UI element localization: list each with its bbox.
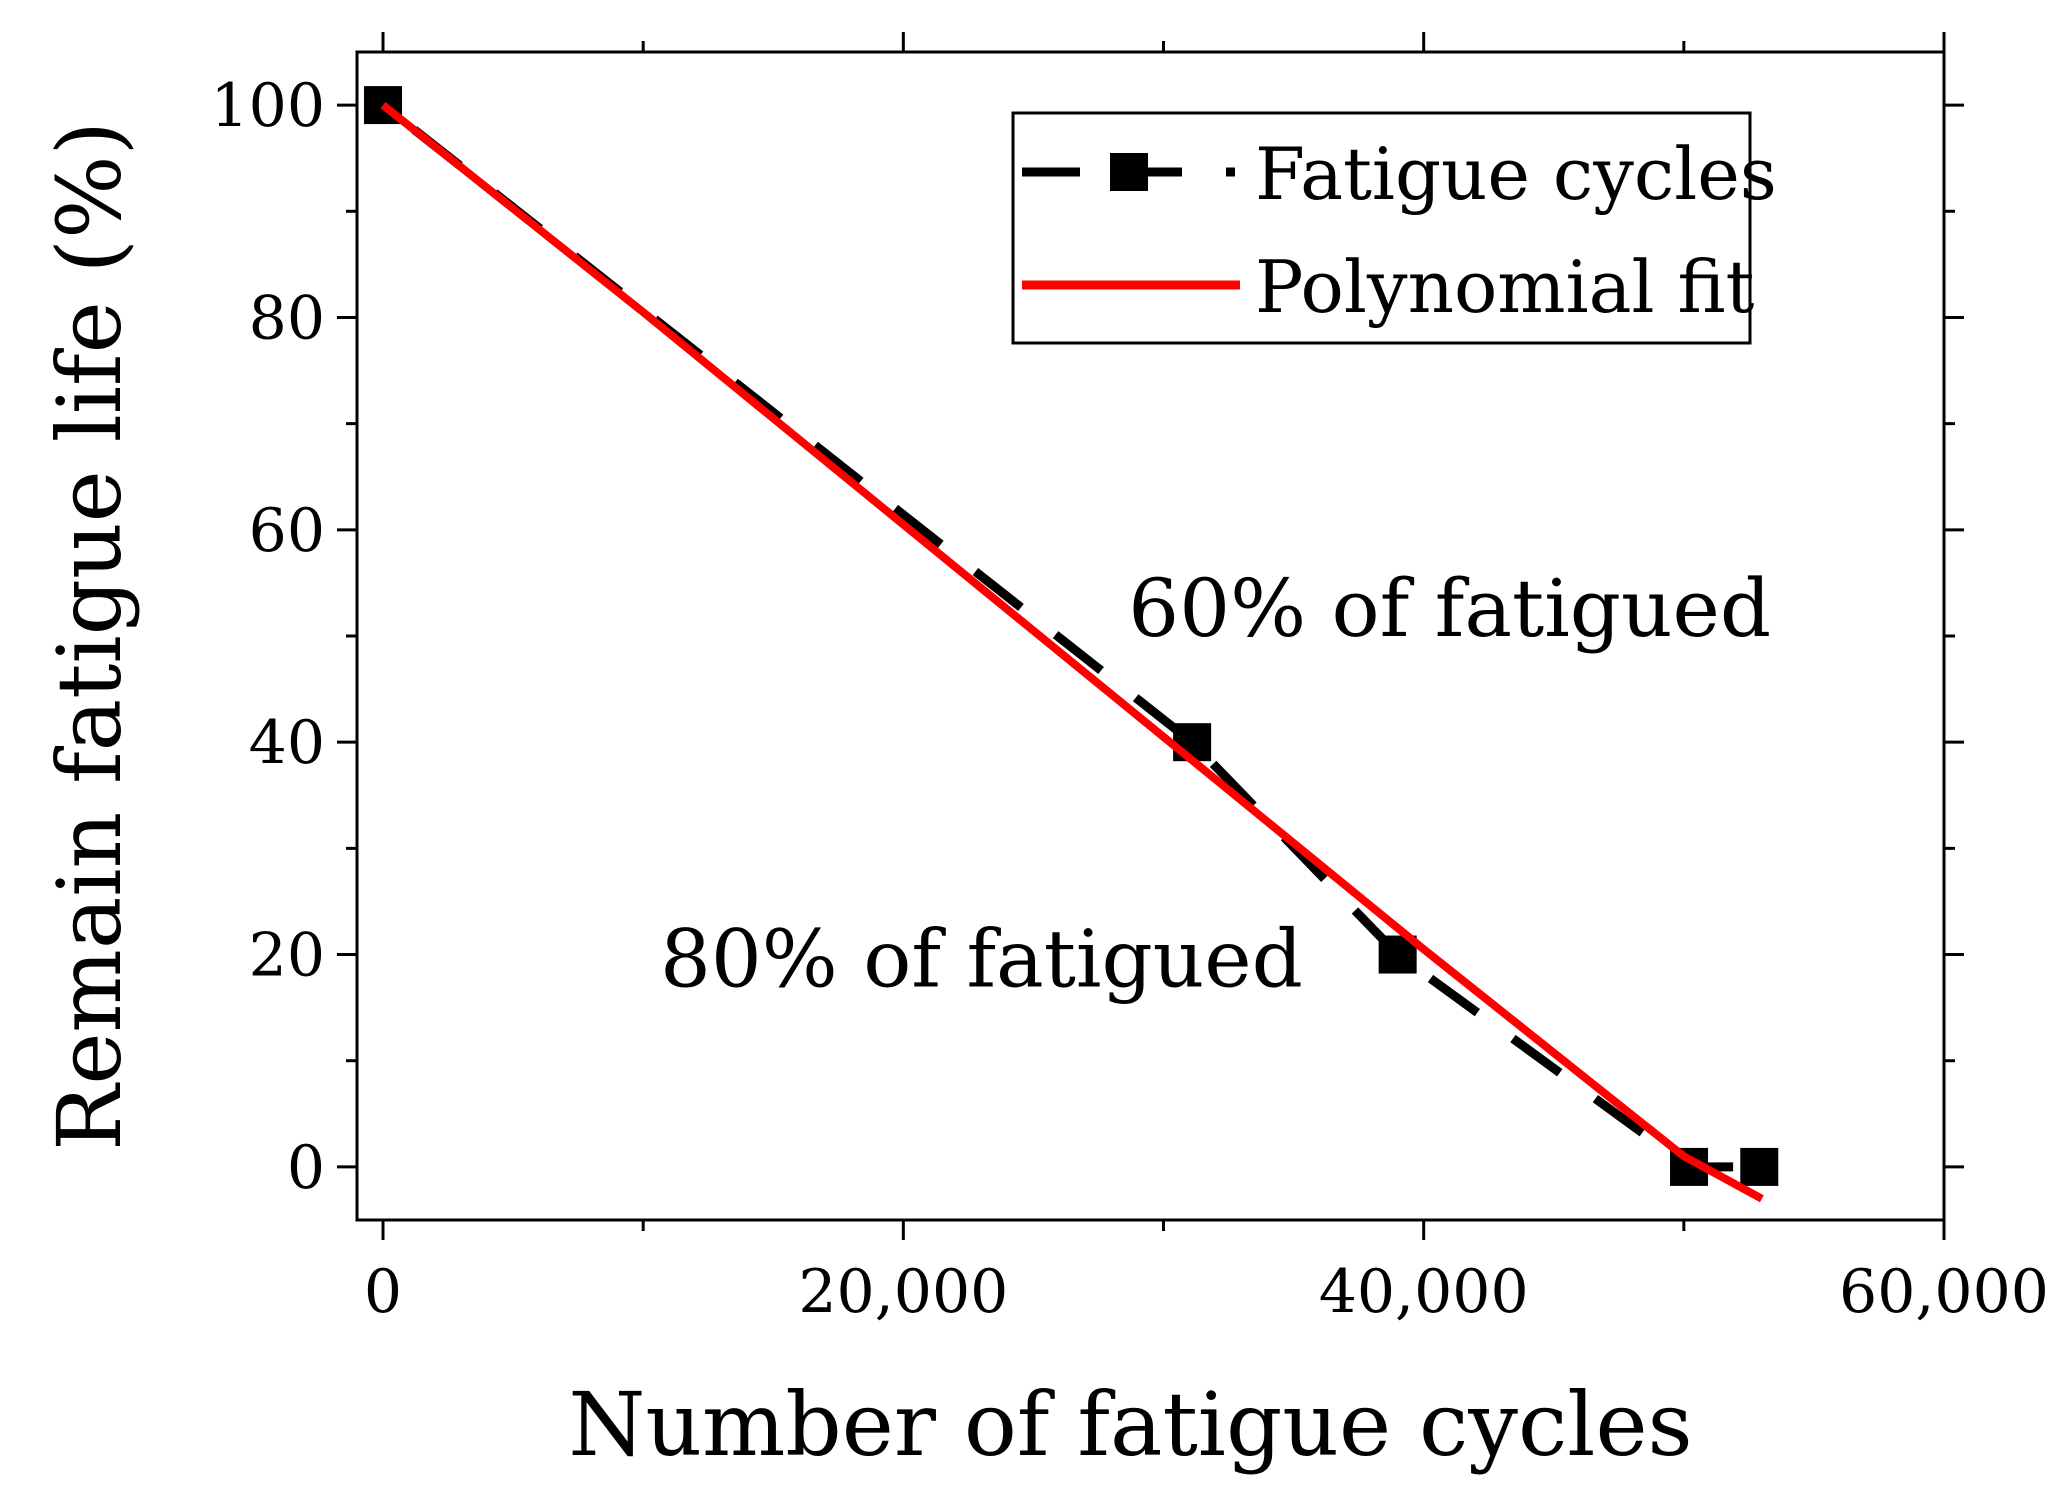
legend-fatigue-cycles-marker [1110,153,1148,191]
plot-area [364,86,1779,1203]
annotation-text: 60% of fatigued [1128,562,1771,655]
legend-fatigue-cycles-label: Fatigue cycles [1255,132,1777,216]
y-tick-label: 100 [210,71,325,141]
fatigue-cycles-line [380,101,1760,1172]
x-tick-label: 20,000 [798,1257,1008,1327]
fatigue-cycles-marker [1740,1147,1779,1186]
y-tick-label: 0 [287,1133,325,1203]
legend: Fatigue cycles Polynomial fit [1011,111,1777,345]
polynomial-fit-line [380,101,1764,1203]
y-tick-label: 20 [249,921,325,991]
annotation-text: 80% of fatigued [660,912,1303,1005]
x-tick-label: 40,000 [1319,1257,1529,1327]
axes: 0 20,000 40,000 60,000 0 20 40 60 80 100 [210,32,2049,1327]
x-tick-label: 60,000 [1839,1257,2049,1327]
labels: Number of fatigue cycles Remain fatigue l… [38,121,1771,1476]
y-tick-label: 60 [249,496,325,566]
x-tick-label: 0 [364,1257,402,1327]
legend-polynomial-fit-label: Polynomial fit [1255,245,1754,329]
legend-box [1011,111,1752,345]
x-axis-title: Number of fatigue cycles [568,1373,1692,1476]
y-tick-label: 80 [249,283,325,353]
y-tick-label: 40 [249,708,325,778]
y-axis-title: Remain fatigue life (%) [38,121,141,1151]
